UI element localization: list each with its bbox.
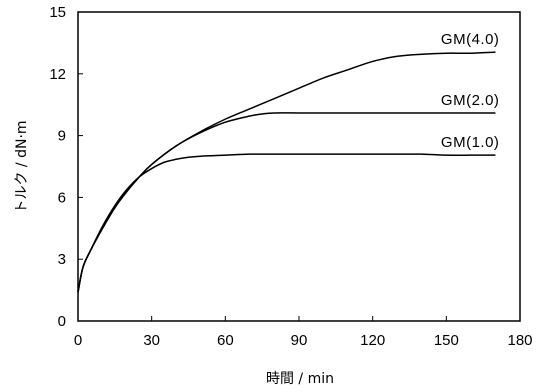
- ticks-group: 0 30 60 90 120 150 180 0 3 6 9 12 15: [49, 4, 532, 349]
- series-label-2: GM(2.0): [441, 92, 500, 109]
- y-tick-label: 15: [49, 4, 66, 21]
- y-tick-label: 9: [58, 128, 66, 145]
- series-label-1: GM(4.0): [441, 31, 500, 48]
- x-tick-label: 30: [143, 332, 160, 349]
- x-tick-label: 0: [74, 332, 82, 349]
- x-tick-label: 60: [217, 332, 234, 349]
- x-axis-label: 時間 / min: [266, 371, 334, 387]
- series-line-3: [77, 153, 496, 293]
- series-label-3: GM(1.0): [441, 134, 500, 151]
- plot-frame: [77, 11, 521, 322]
- series-line-2: [77, 112, 496, 293]
- y-tick-label: 3: [58, 251, 66, 268]
- curves-group: [77, 51, 496, 293]
- x-tick-label: 120: [360, 332, 385, 349]
- y-tick-label: 6: [58, 189, 66, 206]
- y-tick-label: 12: [49, 66, 66, 83]
- series-labels-group: GM(4.0) GM(2.0) GM(1.0): [441, 31, 500, 151]
- y-axis-label: トルク / dN·m: [14, 120, 30, 213]
- y-tick-label: 0: [58, 313, 66, 330]
- x-tick-label: 150: [434, 332, 459, 349]
- x-tick-label: 180: [507, 332, 532, 349]
- series-line-1: [77, 51, 496, 293]
- x-tick-label: 90: [291, 332, 308, 349]
